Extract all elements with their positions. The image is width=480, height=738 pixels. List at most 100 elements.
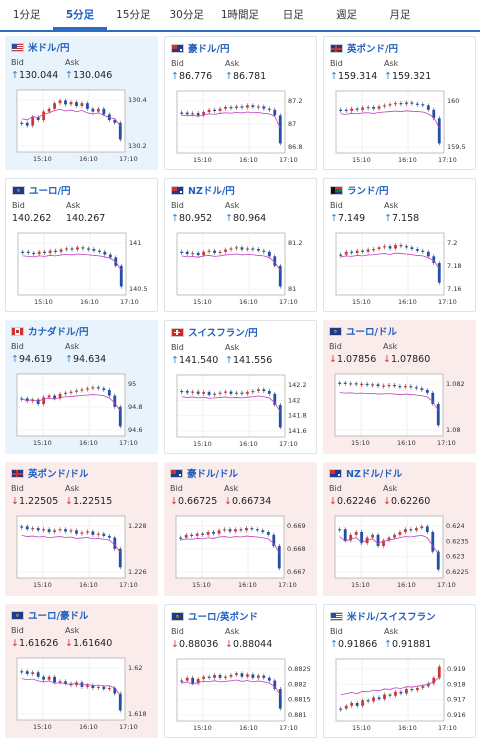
x-tick-label: 17:10 <box>438 298 457 306</box>
currency-pair-link[interactable]: 米ドル/円 <box>28 43 70 54</box>
candle <box>108 254 112 258</box>
rate-card[interactable]: NZドル/円 Bid Ask ↑80.952 ↑80.964 81.2 81 15:10 16:… <box>164 178 317 312</box>
bid-value-text: 86.776 <box>178 71 213 82</box>
mini-chart[interactable]: 160 159.5 15:10 16:10 17:10 <box>330 89 472 167</box>
mini-chart[interactable]: 141 140.5 15:10 16:10 17:10 <box>12 231 154 309</box>
mini-chart[interactable]: 7.2 7.18 7.16 15:10 16:10 17:10 <box>330 231 472 309</box>
chart-plot-area <box>176 90 286 154</box>
tab-timeframe[interactable]: 5分足 <box>53 0 107 30</box>
mini-chart[interactable]: 0.919 0.918 0.917 0.916 15:10 16:10 17:10 <box>330 657 472 735</box>
rate-card[interactable]: 英ポンド/円 Bid Ask ↑159.314 ↑159.321 160 159.5 15:1… <box>323 36 476 170</box>
tab-timeframe[interactable]: 15分足 <box>116 9 151 21</box>
candle <box>278 265 282 287</box>
currency-pair-link[interactable]: NZドル/ドル <box>346 469 403 480</box>
chart-plot-area <box>335 658 445 722</box>
candle <box>425 526 429 532</box>
rate-card[interactable]: 米ドル/スイスフラン Bid Ask ↑0.91866 ↑0.91881 0.919 0.9… <box>323 604 476 738</box>
y-tick-label: 130.4 <box>128 96 147 104</box>
card-title: カナダドル/円 <box>11 324 88 338</box>
candle <box>426 683 430 687</box>
mini-chart[interactable]: 0.8825 0.882 0.8815 0.881 15:10 16:10 17:10 <box>171 657 313 735</box>
arrow-up-icon: ↑ <box>171 213 179 224</box>
candle <box>196 678 200 684</box>
currency-pair-link[interactable]: 豪ドル/ドル <box>187 469 238 480</box>
candle <box>366 107 370 109</box>
currency-pair-link[interactable]: 豪ドル/円 <box>188 44 230 55</box>
candle <box>97 250 101 252</box>
currency-pair-link[interactable]: 米ドル/スイスフラン <box>347 612 436 623</box>
candle <box>377 697 381 700</box>
bid-label: Bid <box>11 626 24 635</box>
rate-card[interactable]: 豪ドル/円 Bid Ask ↑86.776 ↑86.781 87.2 87 86.8 15:10… <box>164 36 317 170</box>
currency-pair-link[interactable]: スイスフラン/円 <box>188 328 258 339</box>
currency-pair-link[interactable]: ユーロ/円 <box>29 186 71 197</box>
candle <box>48 250 52 253</box>
mini-chart[interactable]: 142.2 142 141.8 141.6 15:10 16:10 17:10 <box>171 373 313 451</box>
candle <box>76 247 79 250</box>
bid-label: Bid <box>330 59 343 68</box>
candle <box>246 392 249 394</box>
currency-pair-link[interactable]: ユーロ/ドル <box>346 327 397 338</box>
tab-timeframe[interactable]: 1時間足 <box>220 9 260 21</box>
mini-chart[interactable]: 130.4 130.2 15:10 16:10 17:10 <box>11 88 153 166</box>
tab-timeframe[interactable]: 月足 <box>389 9 411 21</box>
candle <box>207 676 211 678</box>
candle <box>218 251 222 253</box>
rate-card[interactable]: ユーロ/英ポンド Bid Ask ↓0.88036 ↓0.88044 0.8825 0.88… <box>164 604 317 738</box>
rate-card[interactable]: カナダドル/円 Bid Ask ↑94.619 ↑94.634 95 94.8 94.6 15:… <box>5 320 158 454</box>
currency-pair-link[interactable]: 英ポンド/ドル <box>28 469 89 480</box>
y-tick-label: 0.917 <box>447 696 466 704</box>
candle <box>273 256 277 266</box>
mini-chart[interactable]: 1.62 1.618 15:10 16:10 17:10 <box>11 656 153 734</box>
mini-chart[interactable]: 95 94.8 94.6 15:10 16:10 17:10 <box>11 372 153 450</box>
rate-card[interactable]: ユーロ/豪ドル Bid Ask ↓1.61626 ↓1.61640 1.62 1.618 15… <box>5 604 158 738</box>
candle <box>191 677 195 684</box>
candle <box>31 399 35 402</box>
rate-card[interactable]: ランド/円 Bid Ask ↑7.149 ↑7.158 7.2 7.18 7.16 15:10 1… <box>323 178 476 312</box>
mini-chart[interactable]: 0.624 0.6235 0.623 0.6225 15:10 16:10 17:10 <box>329 514 471 592</box>
candle <box>355 703 359 706</box>
tab-timeframe[interactable]: 日足 <box>282 9 304 21</box>
flag-icon <box>170 468 183 478</box>
currency-pair-link[interactable]: 英ポンド/円 <box>347 44 398 55</box>
candle <box>180 391 184 393</box>
candle <box>431 532 435 552</box>
rate-card[interactable]: 英ポンド/ドル Bid Ask ↓1.22505 ↓1.22515 1.228 1.226 1… <box>5 462 158 596</box>
candle <box>366 249 370 252</box>
candle <box>360 532 364 544</box>
rate-card[interactable]: ユーロ/ドル Bid Ask ↓1.07856 ↓1.07860 1.082 1.08 15:… <box>323 320 476 454</box>
currency-pair-link[interactable]: ユーロ/英ポンド <box>188 612 258 623</box>
mini-chart[interactable]: 0.669 0.668 0.667 15:10 16:10 17:10 <box>170 514 312 592</box>
rate-card[interactable]: スイスフラン/円 Bid Ask ↑141.540 ↑141.556 142.2 142 14… <box>164 320 317 454</box>
ask-label: Ask <box>383 484 398 493</box>
candle <box>246 674 249 677</box>
currency-pair-link[interactable]: NZドル/円 <box>188 186 235 197</box>
tab-timeframe[interactable]: 30分足 <box>169 9 204 21</box>
mini-chart[interactable]: 81.2 81 15:10 16:10 17:10 <box>171 231 313 309</box>
candle <box>43 251 47 253</box>
x-tick-label: 17:10 <box>279 156 298 164</box>
candle <box>426 251 430 257</box>
mini-chart[interactable]: 1.228 1.226 15:10 16:10 17:10 <box>11 514 153 592</box>
x-tick-label: 15:10 <box>34 298 53 306</box>
y-tick-label: 130.2 <box>128 142 147 150</box>
ask-value: ↓1.22515 <box>65 496 112 507</box>
currency-pair-link[interactable]: カナダドル/円 <box>28 327 89 338</box>
currency-pair-link[interactable]: ランド/円 <box>347 186 389 197</box>
candle <box>344 109 348 111</box>
rate-card[interactable]: ユーロ/円 Bid Ask 140.262 140.267 141 140.5 15:10 16… <box>5 178 158 312</box>
bid-label: Bid <box>12 201 25 210</box>
arrow-up-icon: ↑ <box>384 71 392 82</box>
currency-pair-link[interactable]: ユーロ/豪ドル <box>28 611 89 622</box>
mini-chart[interactable]: 87.2 87 86.8 15:10 16:10 17:10 <box>171 89 313 167</box>
tab-timeframe[interactable]: 1分足 <box>12 9 41 21</box>
candle <box>387 537 391 541</box>
candle <box>180 680 184 682</box>
rate-card[interactable]: 米ドル/円 Bid Ask ↑130.044 ↑130.046 130.4 130.2 15:… <box>5 36 158 170</box>
candle <box>256 106 260 108</box>
rate-card[interactable]: 豪ドル/ドル Bid Ask ↓0.66725 ↓0.66734 0.669 0.668 0.… <box>164 462 317 596</box>
x-tick-label: 16:10 <box>398 156 417 164</box>
rate-card[interactable]: NZドル/ドル Bid Ask ↓0.62246 ↓0.62260 0.624 0.6235… <box>323 462 476 596</box>
mini-chart[interactable]: 1.082 1.08 15:10 16:10 17:10 <box>329 372 471 450</box>
tab-timeframe[interactable]: 週足 <box>336 9 358 21</box>
